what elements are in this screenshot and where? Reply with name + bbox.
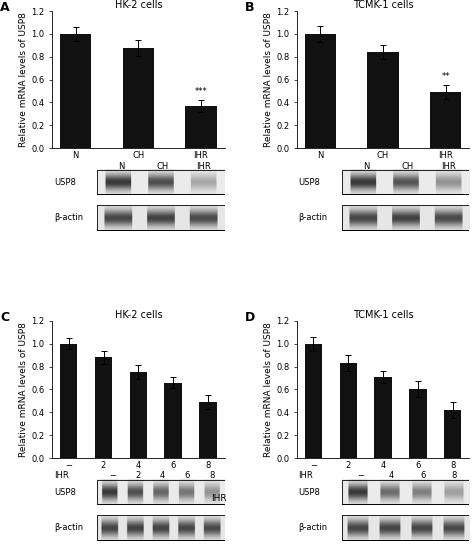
- Text: IHR: IHR: [54, 472, 69, 480]
- Bar: [199, 402, 217, 458]
- Bar: [97, 515, 225, 539]
- Bar: [97, 205, 225, 230]
- Bar: [305, 34, 336, 148]
- Y-axis label: Relative mRNA levels of USP8: Relative mRNA levels of USP8: [264, 322, 273, 457]
- Text: 6: 6: [184, 472, 190, 480]
- Text: USP8: USP8: [299, 488, 320, 496]
- Text: 4: 4: [160, 472, 165, 480]
- Text: IHR: IHR: [196, 161, 211, 171]
- Bar: [367, 52, 399, 148]
- Bar: [305, 344, 322, 458]
- Text: 8: 8: [210, 472, 215, 480]
- Bar: [129, 372, 147, 458]
- Bar: [342, 170, 469, 195]
- Bar: [342, 205, 469, 230]
- Title: TCMK-1 cells: TCMK-1 cells: [353, 0, 413, 10]
- Bar: [342, 480, 469, 504]
- Y-axis label: Relative mRNA levels of USP8: Relative mRNA levels of USP8: [19, 12, 28, 147]
- Title: TCMK-1 cells: TCMK-1 cells: [353, 310, 413, 320]
- Bar: [342, 170, 469, 195]
- Bar: [164, 382, 182, 458]
- Bar: [123, 47, 154, 148]
- Text: N: N: [118, 161, 124, 171]
- Text: −: −: [357, 472, 364, 480]
- Y-axis label: Relative mRNA levels of USP8: Relative mRNA levels of USP8: [19, 322, 28, 457]
- Bar: [342, 205, 469, 230]
- Text: B: B: [245, 2, 255, 14]
- Text: 8: 8: [451, 472, 456, 480]
- Text: 6: 6: [420, 472, 425, 480]
- Title: HK-2 cells: HK-2 cells: [115, 0, 162, 10]
- Bar: [430, 92, 461, 148]
- Text: CH: CH: [401, 161, 413, 171]
- Text: **: **: [441, 72, 450, 80]
- Bar: [60, 344, 77, 458]
- Title: HK-2 cells: HK-2 cells: [115, 310, 162, 320]
- Text: ***: ***: [195, 87, 207, 95]
- Text: USP8: USP8: [54, 177, 76, 187]
- Bar: [342, 515, 469, 539]
- Bar: [342, 480, 469, 504]
- Bar: [97, 170, 225, 195]
- Text: A: A: [0, 2, 10, 14]
- Text: 4: 4: [389, 472, 394, 480]
- Bar: [97, 170, 225, 195]
- Bar: [185, 106, 217, 148]
- Bar: [409, 390, 427, 458]
- Bar: [97, 515, 225, 539]
- Text: β-actin: β-actin: [299, 213, 328, 222]
- Text: USP8: USP8: [54, 488, 76, 496]
- Bar: [97, 205, 225, 230]
- Text: C: C: [0, 311, 9, 325]
- Bar: [374, 377, 392, 458]
- Bar: [60, 34, 91, 148]
- Bar: [339, 363, 357, 458]
- Bar: [97, 480, 225, 504]
- Y-axis label: Relative mRNA levels of USP8: Relative mRNA levels of USP8: [264, 12, 273, 147]
- Text: CH: CH: [156, 161, 169, 171]
- Text: IHR: IHR: [211, 494, 227, 503]
- Text: IHR: IHR: [299, 472, 313, 480]
- Text: N: N: [363, 161, 369, 171]
- Text: β-actin: β-actin: [54, 523, 83, 532]
- Bar: [342, 515, 469, 539]
- Text: β-actin: β-actin: [299, 523, 328, 532]
- Bar: [444, 410, 461, 458]
- Text: D: D: [245, 311, 255, 325]
- Text: USP8: USP8: [299, 177, 320, 187]
- Text: IHR: IHR: [441, 161, 456, 171]
- Bar: [95, 358, 112, 458]
- Text: β-actin: β-actin: [54, 213, 83, 222]
- Bar: [97, 480, 225, 504]
- Text: 2: 2: [135, 472, 140, 480]
- Text: −: −: [109, 472, 116, 480]
